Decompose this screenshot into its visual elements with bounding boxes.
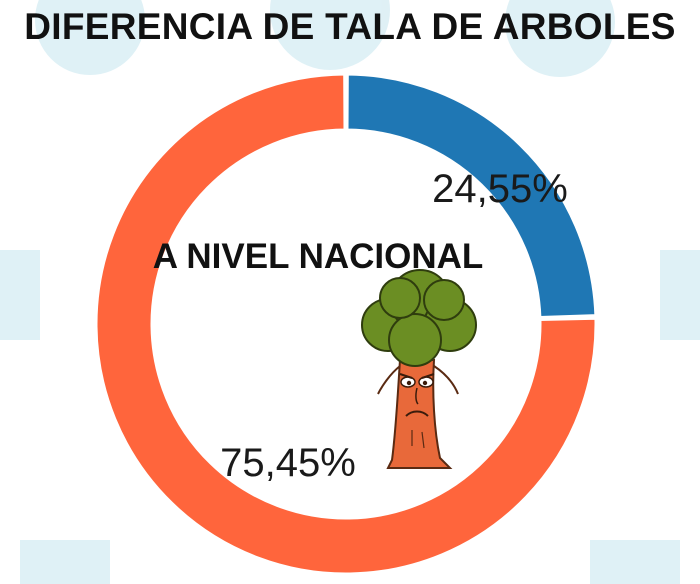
donut-segment-orange xyxy=(94,72,598,576)
data-label-orange-segment: 75,45% xyxy=(220,441,356,485)
chart-title: DIFERENCIA DE TALA DE ARBOLES xyxy=(24,6,676,47)
sad-tree-icon xyxy=(361,269,477,469)
donut-segments xyxy=(94,72,598,576)
data-label-blue-segment: 24,55% xyxy=(432,167,568,211)
center-label: A NIVEL NACIONAL xyxy=(153,237,484,276)
donut-segment-blue xyxy=(345,72,598,320)
